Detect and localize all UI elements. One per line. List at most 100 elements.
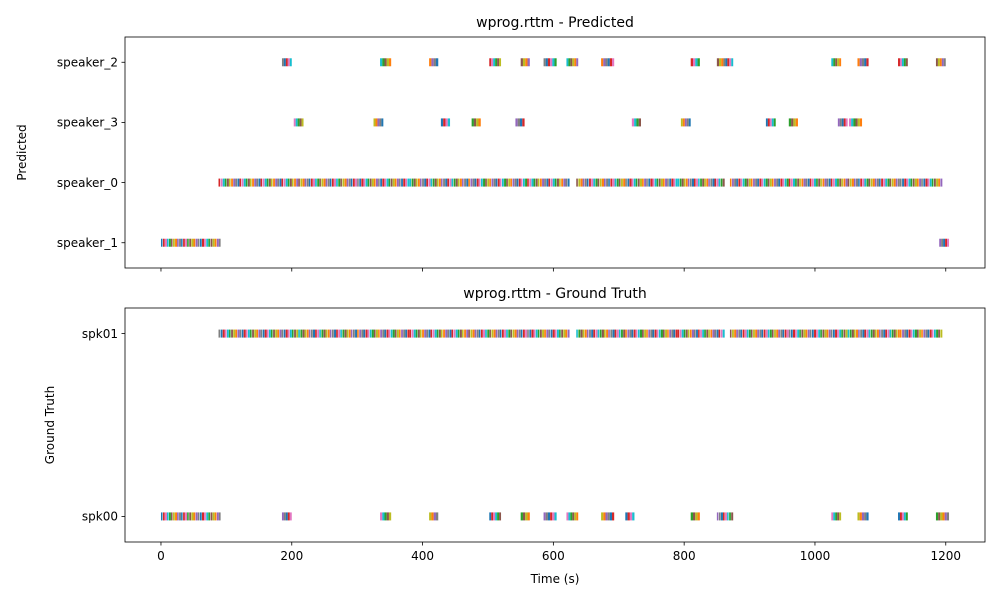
segment-speaker-0-0-35	[292, 178, 294, 187]
segment-speaker-2-5-5	[554, 58, 557, 67]
segment-spk01-11-9	[866, 329, 869, 338]
segment-spk00-5-1	[491, 512, 494, 521]
segment-speaker-3-6-0	[680, 118, 683, 127]
segment-speaker-0-2-23	[405, 178, 407, 187]
segment-spk01-8-8	[694, 329, 696, 338]
segment-spk00-16-5	[946, 512, 950, 521]
segment-speaker-3-5-0	[631, 118, 635, 127]
segment-spk00-14-0	[857, 512, 860, 521]
segment-spk01-9-21	[774, 329, 776, 338]
segment-speaker-0-0-10	[239, 178, 242, 187]
segment-spk01-6-15	[608, 329, 610, 338]
segment-spk01-0-14	[247, 329, 250, 338]
segment-speaker-0-7-10	[646, 178, 648, 187]
segment-spk01-4-8	[485, 329, 487, 338]
segment-spk01-5-0	[527, 329, 529, 338]
segment-spk01-8-6	[689, 329, 692, 338]
segment-spk01-0-12	[243, 329, 246, 338]
segment-speaker-2-5-2	[547, 58, 551, 67]
segment-spk01-12-3	[906, 329, 909, 338]
segment-spk01-12-10	[921, 329, 923, 338]
ground-truth-title: wprog.rttm - Ground Truth	[463, 286, 646, 302]
segment-speaker-0-4-17	[504, 178, 507, 187]
segment-speaker-3-5-2	[636, 118, 639, 127]
segment-speaker-2-14-0	[935, 58, 938, 67]
segment-spk01-3-25	[462, 329, 464, 338]
segment-speaker-0-11-1	[849, 178, 852, 187]
segment-spk01-1-18	[336, 329, 338, 338]
segment-speaker-2-5-1	[545, 58, 548, 67]
segment-speaker-0-2-2	[361, 178, 364, 187]
segment-speaker-0-9-15	[761, 178, 764, 187]
segment-speaker-0-4-5	[478, 178, 481, 187]
segment-speaker-0-1-23	[346, 178, 349, 187]
segment-speaker-2-12-0	[857, 58, 860, 67]
segment-speaker-0-1-25	[350, 178, 353, 187]
segment-spk01-0-27	[275, 329, 278, 338]
segment-speaker-0-0-19	[258, 178, 261, 187]
segment-speaker-0-3-15	[441, 178, 443, 187]
segment-speaker-3-7-3	[771, 118, 774, 127]
segment-speaker-0-7-20	[667, 178, 669, 187]
segment-spk01-12-6	[912, 329, 915, 338]
segment-speaker-0-3-4	[417, 178, 420, 187]
segment-speaker-3-8-2	[793, 118, 796, 127]
segment-spk01-6-21	[621, 329, 623, 338]
segment-speaker-1-1-13	[214, 238, 217, 247]
segment-speaker-0-7-9	[644, 178, 647, 187]
segment-spk01-7-14	[654, 329, 657, 338]
segment-speaker-0-12-1	[902, 178, 904, 187]
segment-spk01-1-23	[346, 329, 349, 338]
segment-speaker-0-0-7	[233, 178, 236, 187]
segment-speaker-2-7-5	[612, 58, 615, 67]
segment-speaker-2-0-2	[285, 58, 288, 67]
segment-speaker-2-13-0	[898, 58, 900, 67]
segment-spk01-0-8	[235, 329, 238, 338]
segment-spk01-8-7	[691, 329, 694, 338]
segment-spk01-3-22	[455, 329, 458, 338]
segment-spk01-8-15	[708, 329, 710, 338]
segment-speaker-2-1-3	[386, 58, 389, 67]
segment-speaker-0-1-21	[342, 178, 345, 187]
segment-speaker-0-6-4	[584, 178, 587, 187]
segment-speaker-0-9-16	[763, 178, 766, 187]
segment-speaker-1-1-10	[208, 238, 210, 247]
segment-speaker-0-11-16	[881, 178, 883, 187]
segment-spk00-7-2	[547, 512, 551, 521]
segment-spk01-1-8	[315, 329, 317, 338]
segment-spk01-10-6	[801, 329, 804, 338]
segment-speaker-2-6-4	[574, 58, 577, 67]
segment-speaker-0-6-7	[591, 178, 594, 187]
segment-spk01-3-20	[451, 329, 454, 338]
segment-speaker-0-6-15	[608, 178, 610, 187]
segment-speaker-2-1-0	[380, 58, 383, 67]
segment-speaker-0-2-7	[371, 178, 374, 187]
segment-spk01-0-26	[273, 329, 275, 338]
segment-spk01-0-15	[250, 329, 252, 338]
xtick-label-1200: 1200	[930, 549, 961, 563]
segment-speaker-0-7-14	[654, 178, 657, 187]
segment-speaker-0-3-25	[462, 178, 464, 187]
segment-spk01-10-2	[793, 329, 796, 338]
segment-speaker-1-1-2	[191, 238, 194, 247]
segment-speaker-0-11-17	[883, 178, 886, 187]
segment-spk01-2-6	[369, 329, 372, 338]
segment-spk01-4-19	[508, 329, 511, 338]
segment-speaker-2-12-1	[859, 58, 862, 67]
segment-spk01-5-10	[548, 329, 551, 338]
segment-spk01-7-17	[660, 329, 663, 338]
segment-speaker-0-12-14	[929, 178, 932, 187]
segment-spk01-8-16	[710, 329, 713, 338]
segment-speaker-0-9-6	[742, 178, 745, 187]
segment-spk00-10-3	[632, 512, 635, 521]
segment-speaker-0-0-23	[266, 178, 269, 187]
segment-spk01-12-2	[904, 329, 907, 338]
segment-spk01-3-4	[417, 329, 420, 338]
segment-speaker-0-6-2	[580, 178, 583, 187]
segment-speaker-0-3-24	[459, 178, 462, 187]
segment-spk00-0-7	[175, 512, 178, 521]
segment-speaker-0-1-5	[308, 178, 311, 187]
segment-speaker-0-12-4	[908, 178, 911, 187]
segment-spk01-8-13	[704, 329, 706, 338]
segment-speaker-0-0-25	[271, 178, 273, 187]
